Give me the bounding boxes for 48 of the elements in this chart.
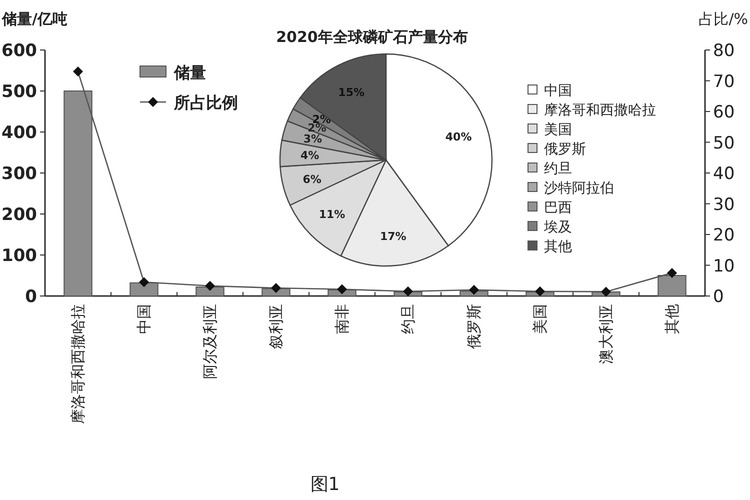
- y-tick-label: 500: [2, 82, 38, 102]
- chart-title: 2020年全球磷矿石产量分布: [276, 28, 468, 46]
- legend-label: 所占比例: [173, 93, 238, 112]
- legend-label: 储量: [173, 63, 206, 82]
- data-label: 17%: [380, 230, 406, 243]
- y-tick-label: 100: [2, 246, 38, 266]
- data-label: 15%: [338, 86, 365, 99]
- x-tick-label: 其他: [663, 304, 681, 334]
- x-tick-label: 叙利亚: [267, 304, 285, 349]
- y-tick-label: 300: [2, 164, 38, 184]
- x-tick-label: 约旦: [399, 304, 417, 334]
- legend-label: 沙特阿拉伯: [544, 180, 614, 196]
- legend-label: 埃及: [543, 220, 572, 236]
- y2-tick-label: 10: [713, 256, 735, 276]
- data-label: 3%: [303, 132, 322, 146]
- slice-label: 中国: [544, 83, 572, 99]
- y2-tick-label: 30: [713, 194, 735, 215]
- data-label: 11%: [318, 208, 346, 221]
- y2-tick-label: 20: [713, 226, 735, 246]
- x-tick-label: 美国: [531, 304, 549, 334]
- caption: 图1: [310, 474, 340, 495]
- data-label: 4%: [300, 149, 320, 162]
- legend-label: 美国: [544, 122, 572, 138]
- x-tick-label: 摩洛哥和西撒哈拉: [69, 304, 87, 424]
- y2-tick-label: 50: [713, 133, 735, 154]
- legend-label: 俄罗斯: [544, 142, 586, 158]
- y2-tick-label: 70: [713, 72, 735, 92]
- x-tick-label: 阿尔及利亚: [201, 304, 219, 379]
- legend-label: 约旦: [544, 161, 572, 177]
- y-tick-label: 400: [2, 123, 38, 143]
- data-label: 6%: [302, 172, 322, 186]
- y2-tick-label: 80: [713, 41, 735, 61]
- data-label: 40%: [445, 130, 472, 144]
- x-tick-label: 南非: [333, 304, 351, 334]
- y-tick-label: 200: [2, 205, 38, 225]
- y2-axis-title: 占比/%: [698, 10, 748, 28]
- y2-tick-label: 60: [713, 102, 735, 122]
- x-tick-label: 中国: [135, 304, 153, 334]
- y-axis-title: 储量/亿吨: [1, 10, 68, 28]
- y2-tick-label: 0: [713, 287, 724, 307]
- legend-label: 其他: [544, 239, 572, 255]
- y2-tick-label: 40: [713, 164, 735, 184]
- y-tick-label: 0: [25, 287, 38, 307]
- legend-label: 巴西: [544, 200, 572, 216]
- x-tick-label: 澳大利亚: [597, 304, 615, 364]
- x-tick-label: 俄罗斯: [465, 304, 483, 349]
- legend-label: 摩洛哥和西撒哈拉: [544, 102, 656, 118]
- y-tick-label: 600: [2, 41, 38, 61]
